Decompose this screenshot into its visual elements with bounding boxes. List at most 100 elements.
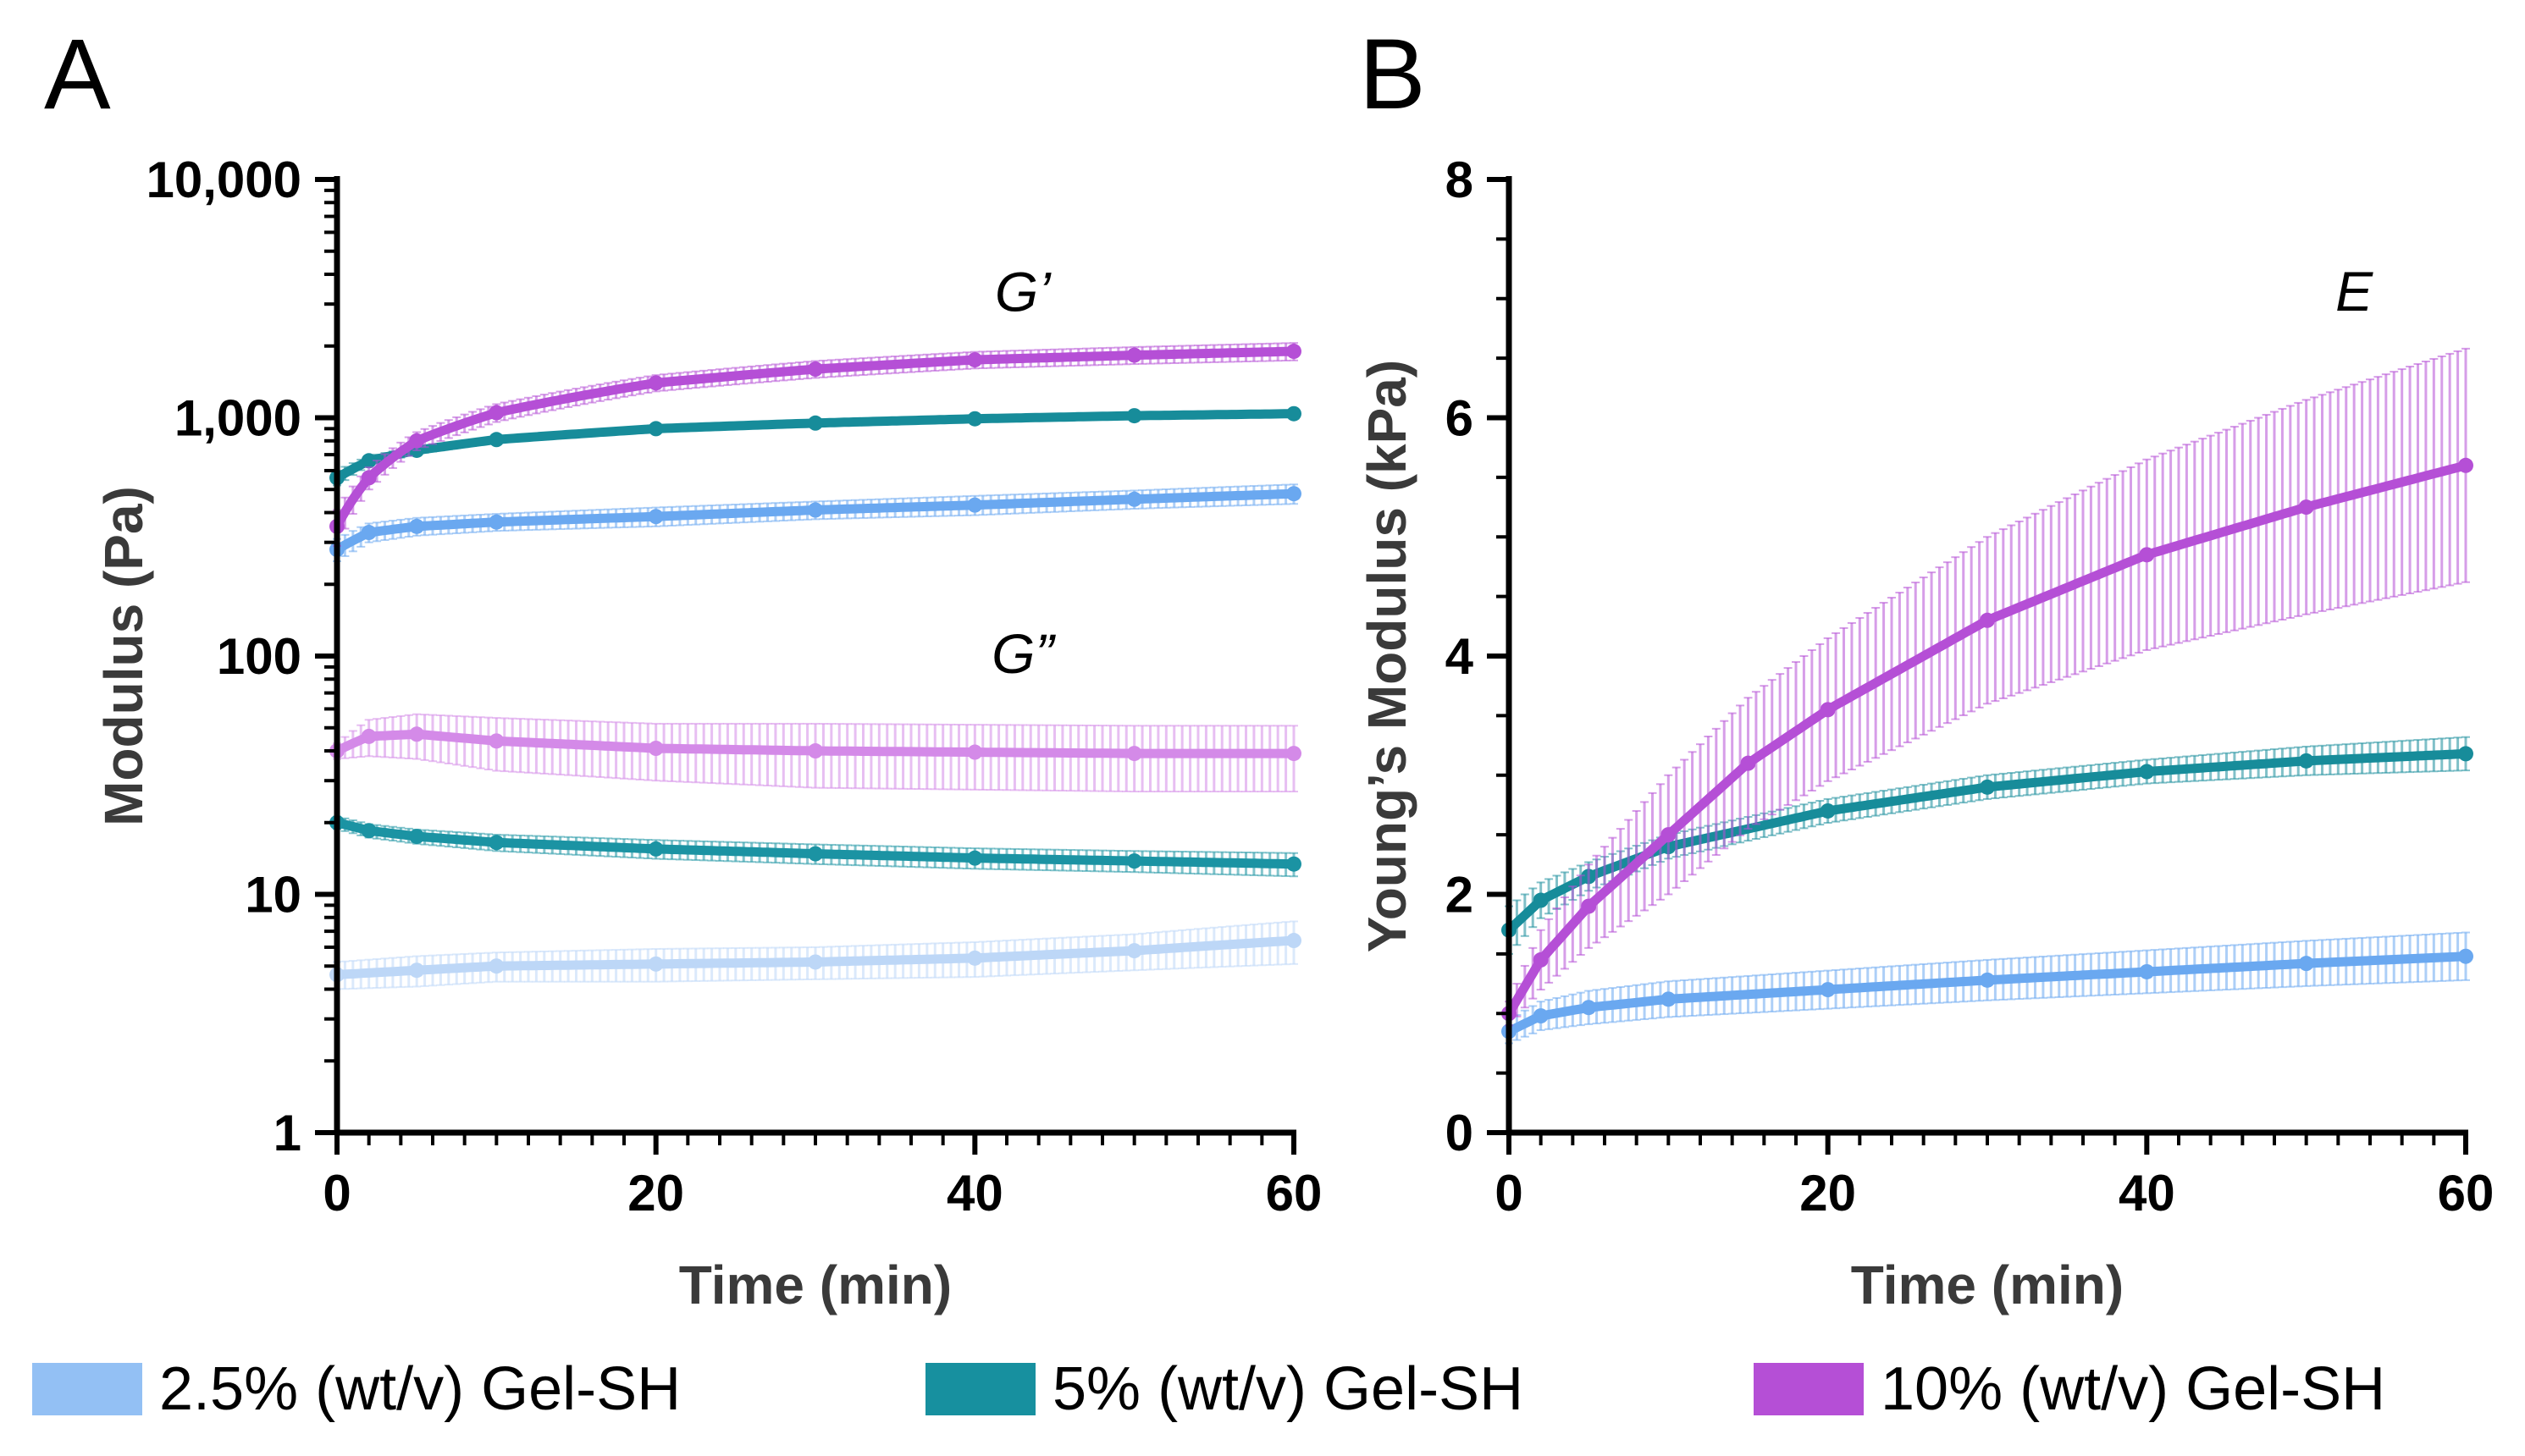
legend-swatch-2-5-percent bbox=[32, 1363, 142, 1415]
data-point bbox=[409, 433, 425, 449]
series-2-5-wt-v-gel-sh-g bbox=[329, 920, 1301, 990]
panel-a-axes: 0 20 40 60 1 10 100 1,000 10,000 Time (min) Modulu… bbox=[93, 152, 1322, 1315]
data-point bbox=[2139, 764, 2155, 780]
data-point bbox=[967, 950, 983, 966]
data-point bbox=[1820, 802, 1836, 819]
data-point bbox=[2458, 746, 2473, 762]
data-point bbox=[489, 733, 505, 749]
annotation-g: G” bbox=[992, 622, 1056, 685]
y-axis-title: Young’s Modulus (kPa) bbox=[1356, 360, 1417, 952]
data-point bbox=[2458, 948, 2473, 964]
data-point bbox=[2298, 753, 2314, 769]
y-tick-label: 1 bbox=[273, 1105, 301, 1161]
data-point bbox=[489, 835, 505, 851]
y-tick-label: 10,000 bbox=[146, 152, 301, 208]
y-tick-label: 1,000 bbox=[174, 390, 301, 447]
data-point bbox=[648, 509, 664, 525]
x-tick-label: 60 bbox=[2438, 1165, 2495, 1222]
data-point bbox=[1660, 827, 1677, 843]
data-point bbox=[1286, 405, 1301, 422]
legend-swatch-5-percent bbox=[925, 1363, 1036, 1415]
data-point bbox=[1820, 702, 1836, 718]
series-2-5-wt-v-gel-sh-e bbox=[1501, 931, 2473, 1045]
data-point bbox=[2139, 547, 2155, 563]
data-point bbox=[1286, 933, 1301, 949]
data-point bbox=[648, 741, 664, 757]
data-point bbox=[1286, 856, 1301, 872]
panel-b-axes: 0 20 40 60 0 2 4 6 8 Time (min) Young’s Modulus (k… bbox=[1356, 152, 2494, 1315]
y-axis-title: Modulus (Pa) bbox=[93, 486, 154, 826]
x-tick-label: 40 bbox=[2119, 1165, 2175, 1222]
data-point bbox=[1286, 344, 1301, 360]
data-point bbox=[808, 361, 823, 378]
data-point bbox=[1820, 982, 1836, 998]
data-point bbox=[808, 415, 823, 431]
x-axis-title: Time (min) bbox=[1851, 1255, 2124, 1315]
data-point bbox=[1581, 898, 1597, 914]
annotation-e: E bbox=[2335, 260, 2373, 323]
data-point bbox=[2458, 457, 2473, 473]
data-point bbox=[489, 514, 505, 530]
data-point bbox=[361, 470, 377, 486]
data-point bbox=[1126, 943, 1142, 959]
data-point bbox=[409, 726, 425, 742]
legend-swatch-10-percent bbox=[1754, 1363, 1864, 1415]
panel-b-letter: B bbox=[1359, 19, 1426, 130]
data-point bbox=[648, 956, 664, 972]
data-point bbox=[648, 841, 664, 857]
series-10-wt-v-gel-sh-e bbox=[1501, 347, 2473, 1027]
legend-label-5-percent: 5% (wt/v) Gel-SH bbox=[1053, 1355, 1523, 1423]
data-point bbox=[361, 453, 377, 469]
data-point bbox=[2298, 956, 2314, 972]
y-tick-label: 8 bbox=[1445, 152, 1473, 208]
data-point bbox=[1581, 1000, 1597, 1016]
data-point bbox=[1980, 972, 1995, 988]
panel-a-letter: A bbox=[44, 19, 111, 130]
y-tick-label: 4 bbox=[1445, 628, 1474, 685]
data-point bbox=[361, 823, 377, 839]
data-point bbox=[1126, 408, 1142, 424]
annotation-g: G’ bbox=[995, 261, 1052, 323]
data-point bbox=[967, 744, 983, 760]
data-point bbox=[808, 502, 823, 518]
series-5-wt-v-gel-sh-g bbox=[329, 814, 1301, 878]
legend: 2.5% (wt/v) Gel-SH 5% (wt/v) Gel-SH 10% … bbox=[32, 1355, 2385, 1423]
x-tick-label: 60 bbox=[1266, 1165, 1323, 1222]
data-point bbox=[1980, 779, 1995, 795]
data-point bbox=[1126, 853, 1142, 869]
data-point bbox=[1533, 892, 1549, 908]
y-tick-label: 2 bbox=[1445, 867, 1473, 924]
data-point bbox=[967, 850, 983, 866]
data-point bbox=[361, 525, 377, 541]
data-point bbox=[648, 421, 664, 437]
data-point bbox=[1533, 1008, 1549, 1024]
data-point bbox=[967, 411, 983, 427]
x-tick-label: 0 bbox=[1495, 1165, 1522, 1222]
data-point bbox=[409, 962, 425, 979]
x-tick-label: 20 bbox=[627, 1165, 684, 1222]
y-tick-label: 6 bbox=[1445, 390, 1473, 447]
data-point bbox=[967, 497, 983, 513]
data-point bbox=[489, 958, 505, 974]
x-tick-label: 20 bbox=[1799, 1165, 1856, 1222]
data-point bbox=[648, 375, 664, 391]
y-tick-label: 0 bbox=[1445, 1105, 1473, 1161]
panel-b-chart: 0 20 40 60 0 2 4 6 8 Time (min) Young’s Modulus (k… bbox=[1356, 152, 2494, 1315]
data-point bbox=[2298, 499, 2314, 516]
series-5-wt-v-gel-sh-e bbox=[1501, 736, 2473, 955]
x-tick-label: 0 bbox=[323, 1165, 351, 1222]
legend-label-2-5-percent: 2.5% (wt/v) Gel-SH bbox=[159, 1355, 681, 1423]
series-2-5-wt-v-gel-sh-g bbox=[329, 483, 1301, 562]
data-point bbox=[489, 432, 505, 448]
data-point bbox=[361, 728, 377, 744]
data-point bbox=[1980, 612, 1995, 628]
data-point bbox=[1660, 991, 1677, 1007]
y-tick-label: 10 bbox=[245, 867, 301, 924]
data-point bbox=[409, 829, 425, 845]
data-point bbox=[808, 954, 823, 970]
data-point bbox=[1126, 347, 1142, 363]
x-tick-label: 40 bbox=[947, 1165, 1003, 1222]
panel-a-chart: 0 20 40 60 1 10 100 1,000 10,000 Time (min) Modulu… bbox=[93, 152, 1322, 1315]
data-point bbox=[967, 352, 983, 368]
